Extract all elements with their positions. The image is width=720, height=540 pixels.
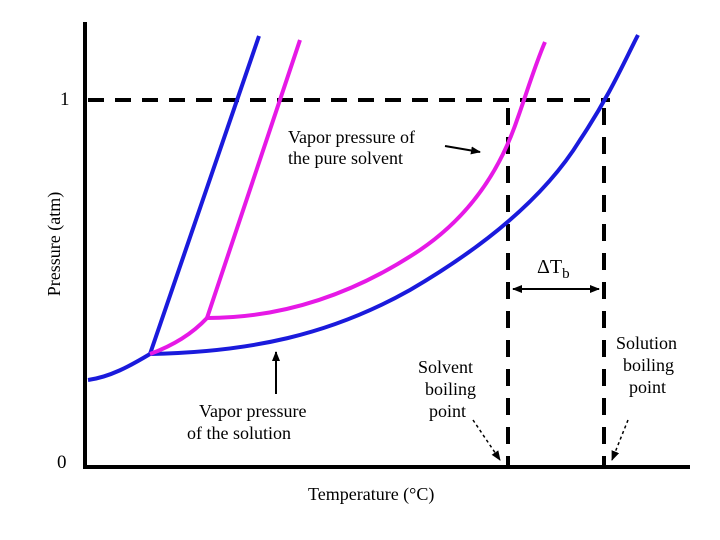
pure-solvent-solid-liquid-curve	[205, 39, 302, 319]
solvent-bp-arrow	[472, 419, 501, 461]
delta-t-b-label: ΔTb	[537, 256, 570, 282]
pure-solvent-label-line1: Vapor pressure of	[288, 127, 415, 147]
pure-solvent-vapor-pressure-curve	[206, 41, 547, 320]
solution-bp-label-line1: Solution	[616, 333, 678, 353]
delta-t-main: ΔT	[537, 256, 563, 278]
y-tick-0: 0	[57, 452, 67, 473]
solution-bp-label-line2: boiling	[623, 355, 675, 375]
pure-solvent-solid-gas-curve	[149, 316, 209, 356]
delta-t-subscript: b	[562, 266, 570, 282]
solution-bp-arrow	[611, 419, 629, 461]
solution-label-line1: Vapor pressure	[199, 401, 307, 421]
solution-vapor-pressure-curve	[149, 34, 640, 356]
pure-solvent-label-line2: the pure solvent	[288, 148, 403, 168]
solution-label-line2: of the solution	[187, 423, 291, 443]
y-axis-label: Pressure (atm)	[44, 191, 64, 297]
solvent-bp-label-line2: boiling	[425, 379, 477, 399]
solvent-bp-label-line1: Solvent	[418, 357, 474, 377]
solution-solid-gas-curve	[87, 352, 152, 382]
pure-solvent-label-arrow	[444, 145, 481, 155]
x-axis-label: Temperature (°C)	[308, 484, 435, 504]
solution-solid-liquid-curve	[148, 35, 261, 355]
solution-bp-label-line3: point	[629, 377, 667, 397]
y-tick-1: 1	[60, 89, 70, 110]
solvent-bp-label-line3: point	[429, 401, 467, 421]
